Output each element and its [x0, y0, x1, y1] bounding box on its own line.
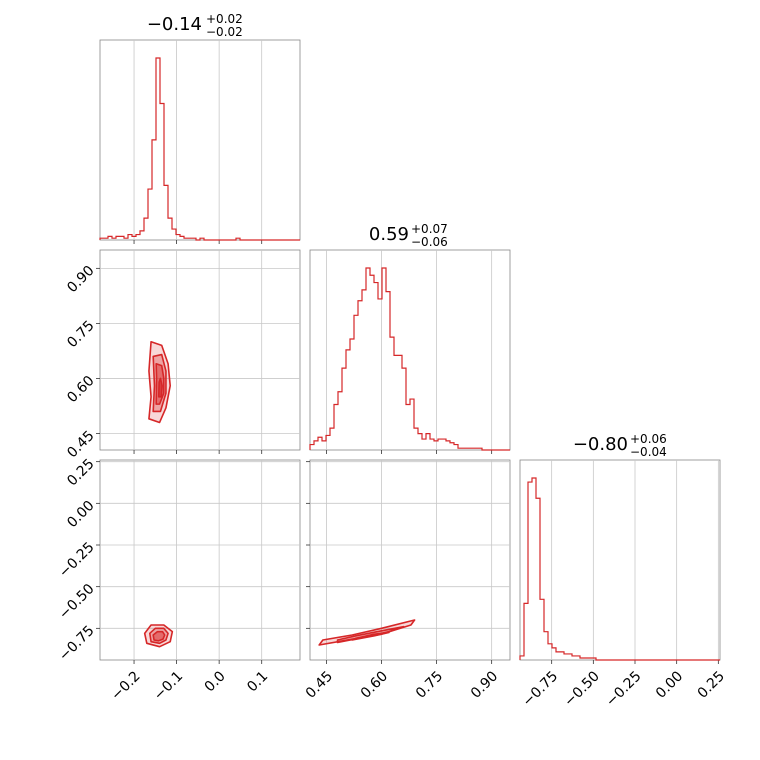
panel-frame [99, 459, 301, 661]
histogram-line [309, 267, 510, 451]
title-2-sup: +0.06 [630, 432, 667, 446]
panel-hist-1 [309, 249, 511, 454]
tick-label-y: 0.60 [64, 373, 97, 406]
title-1-sup: +0.07 [411, 222, 448, 236]
tick-label-x: 0.90 [468, 668, 501, 701]
tick-label-x: −0.50 [561, 668, 603, 710]
panel-frame [309, 459, 511, 661]
title-1-main: 0.59 [369, 224, 409, 245]
panel-frame [99, 249, 301, 451]
tick-label-x: −0.1 [151, 668, 186, 703]
tick-label-y: −0.25 [56, 539, 98, 581]
tick-label-y: 0.25 [64, 456, 97, 489]
title-2-main: −0.80 [573, 434, 628, 455]
tick-label-y: 0.45 [64, 428, 97, 461]
contour-level-4 [157, 377, 163, 398]
tick-label-x: 0.75 [413, 668, 446, 701]
tick-label-x: −0.75 [520, 668, 562, 710]
title-2-sub: −0.04 [630, 445, 667, 459]
tick-label-x: 0.25 [695, 668, 728, 701]
tick-label-y: 0.00 [64, 498, 97, 531]
contour-level-1 [318, 619, 416, 646]
tick-label-y: −0.50 [56, 581, 98, 623]
tick-label-x: −0.2 [108, 668, 143, 703]
panel-pair-1-2: 0.45 0.60 0.75 0.90 [303, 459, 511, 702]
panel-frame [309, 249, 511, 451]
contour-level-3 [152, 630, 166, 642]
panel-pair-0-2: −0.75−0.50−0.25 0.00 0.25 −0.2 −0.1 0.0 0.1 [56, 456, 301, 704]
contour-level-3 [351, 631, 390, 641]
tick-label-x: 0.00 [653, 668, 686, 701]
histogram-line [519, 477, 720, 661]
tick-label-x: 0.1 [244, 668, 271, 695]
tick-label-x: −0.25 [603, 668, 645, 710]
panel-pair-0-1: 0.45 0.60 0.75 0.90 [64, 249, 301, 461]
tick-label-x: 0.60 [358, 668, 391, 701]
tick-label-x: 0.0 [202, 668, 229, 695]
title-0-sup: +0.02 [206, 12, 243, 26]
title-0-sub: −0.02 [206, 25, 243, 39]
title-0-main: −0.14 [147, 14, 202, 35]
tick-label-y: 0.90 [64, 263, 97, 296]
histogram-line [99, 57, 300, 241]
panel-hist-2: −0.75 −0.50 −0.25 0.00 0.25 [519, 459, 728, 710]
panel-frame [519, 459, 721, 661]
panel-frame [99, 39, 301, 241]
tick-label-y: 0.75 [64, 318, 97, 351]
tick-label-x: 0.45 [303, 668, 336, 701]
title-1-sub: −0.06 [411, 235, 448, 249]
tick-label-y: −0.75 [56, 623, 98, 665]
panel-hist-0 [99, 39, 301, 244]
